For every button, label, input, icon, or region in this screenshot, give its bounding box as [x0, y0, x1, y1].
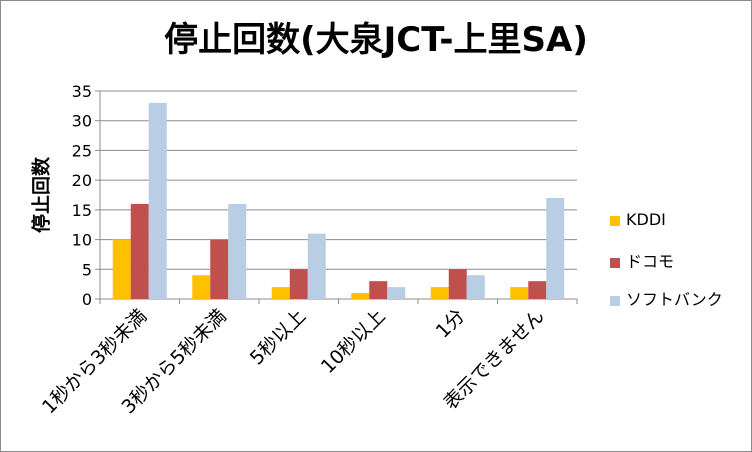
bar — [546, 197, 565, 299]
bar — [130, 203, 149, 299]
bar — [351, 293, 370, 299]
x-tick-label: 5秒以上 — [246, 305, 310, 369]
y-tick-label: 15 — [72, 201, 92, 220]
bar — [210, 239, 229, 299]
y-tick-label: 35 — [72, 82, 92, 101]
y-tick-label: 20 — [72, 171, 92, 190]
legend-item-docomo: ドコモ — [610, 248, 674, 272]
y-tick-label: 30 — [72, 112, 92, 131]
legend-label-kddi: KDDI — [626, 210, 666, 229]
y-tick-label: 25 — [72, 141, 92, 160]
x-tick-label: 10秒以上 — [317, 305, 390, 378]
bar — [528, 281, 547, 299]
bar — [430, 287, 449, 299]
legend-label-docomo: ドコモ — [626, 252, 675, 271]
bar — [448, 269, 467, 299]
bar — [112, 239, 131, 299]
y-tick-label: 10 — [72, 231, 92, 250]
x-tick-label: 1分 — [432, 305, 470, 343]
bar — [387, 287, 406, 299]
bar — [289, 269, 308, 299]
bar — [271, 287, 290, 299]
legend-item-softbank: ソフトバンク — [610, 286, 723, 310]
legend-item-kddi: KDDI — [610, 210, 666, 229]
legend-swatch-softbank — [610, 295, 620, 306]
bar — [369, 281, 388, 299]
bar — [307, 233, 326, 299]
bar — [510, 287, 529, 299]
legend-label-softbank: ソフトバンク — [626, 290, 723, 309]
chart-title: 停止回数(大泉JCT-上里SA) — [164, 20, 588, 60]
bar — [228, 203, 247, 299]
y-tick-label: 0 — [82, 290, 92, 309]
bar — [148, 102, 167, 299]
bar — [192, 275, 211, 299]
legend-swatch-docomo — [610, 257, 620, 268]
bar — [466, 275, 485, 299]
y-tick-label: 5 — [82, 260, 92, 279]
legend-swatch-kddi — [610, 215, 620, 226]
